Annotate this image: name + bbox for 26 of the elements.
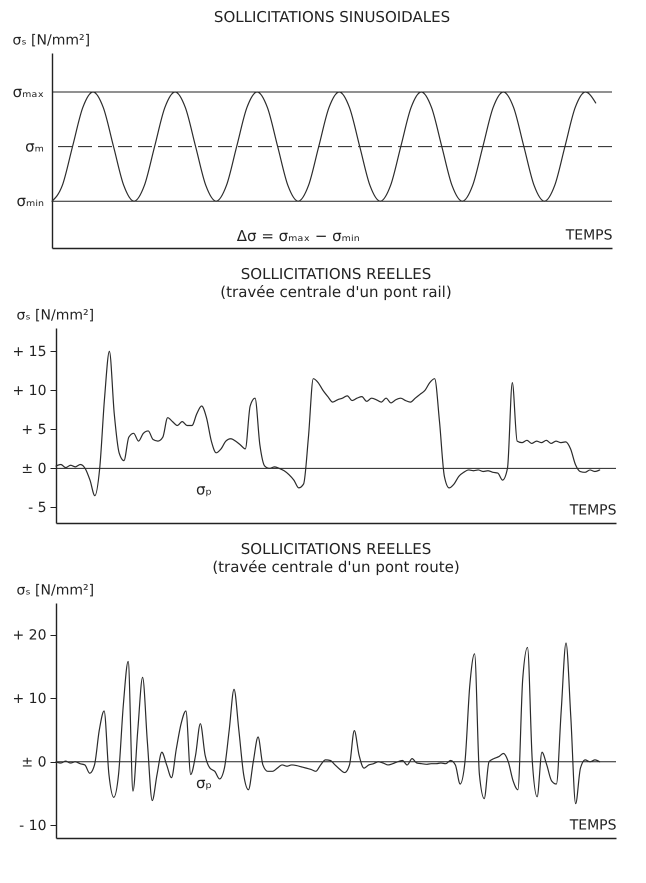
y-tick-label: + 15 (12, 344, 46, 360)
y-tick-label: - 5 (28, 500, 46, 516)
y-tick-label: + 5 (21, 422, 46, 438)
chart-title: SOLLICITATIONS REELLES (240, 265, 432, 283)
y-tick-label: + 20 (12, 627, 46, 644)
y-axis-title: σₛ [N/mm²] (12, 32, 90, 48)
x-axis-title: TEMPS (568, 818, 617, 834)
chart-title: SOLLICITATIONS REELLES (240, 540, 432, 558)
y-axis-title: σₛ [N/mm²] (16, 582, 94, 598)
y-tick-label: ± 0 (21, 754, 46, 770)
chart-subtitle: (travée centrale d'un pont route) (212, 558, 460, 576)
y-tick-label: + 10 (12, 382, 46, 399)
ref-line-label: σₚ (196, 774, 212, 792)
x-axis-title: TEMPS (568, 502, 617, 518)
ref-line-label: σₚ (196, 480, 212, 498)
y-tick-label: - 10 (19, 818, 46, 834)
x-axis-title: TEMPS (564, 228, 613, 244)
ref-line-label: σₘ (25, 138, 44, 156)
chart-title: SOLLICITATIONS SINUSOIDALES (214, 8, 450, 26)
chart-subtitle: (travée centrale d'un pont rail) (220, 283, 452, 301)
annotation: Δσ = σₘₐₓ − σₘᵢₙ (236, 227, 360, 245)
ref-line-label: σₘᵢₙ (16, 192, 44, 210)
y-tick-label: ± 0 (21, 460, 46, 477)
ref-line-label: σₘₐₓ (12, 83, 44, 101)
y-axis-title: σₛ [N/mm²] (16, 308, 94, 324)
y-tick-label: + 10 (12, 690, 46, 707)
